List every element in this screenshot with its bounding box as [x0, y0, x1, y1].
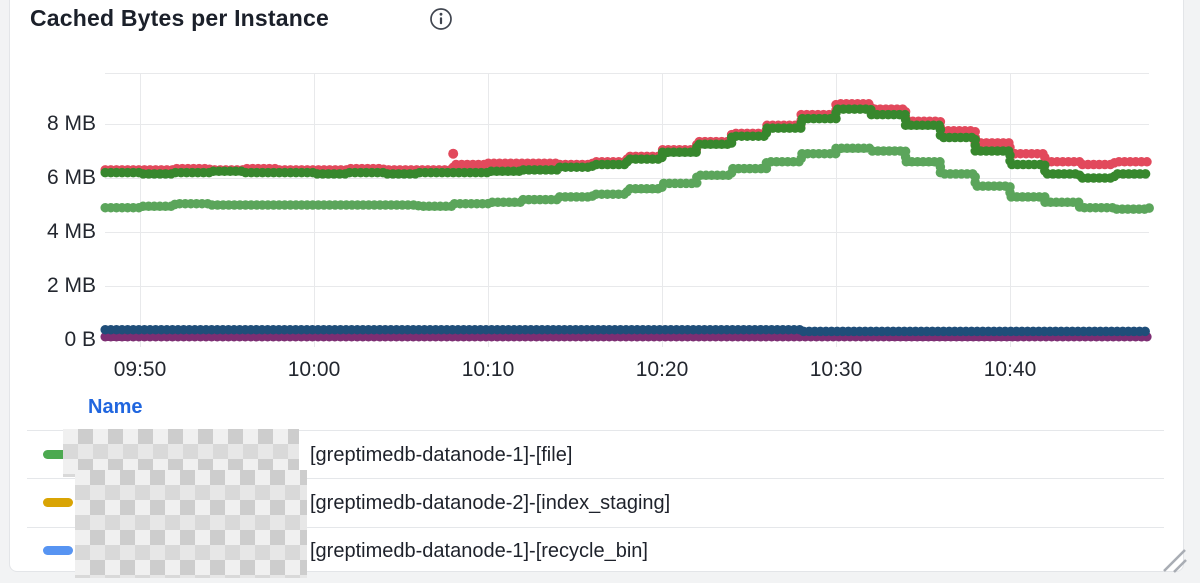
legend-series-color-swatch — [43, 498, 73, 507]
x-tick-label: 10:20 — [635, 358, 689, 381]
legend-row-divider — [27, 527, 1164, 528]
y-tick-label: 8 MB — [46, 112, 96, 135]
x-tick-label: 09:50 — [113, 358, 167, 381]
legend-column-header-name[interactable]: Name — [88, 396, 143, 418]
y-tick-label: 0 B — [64, 328, 96, 351]
panel-title: Cached Bytes per Instance — [30, 5, 330, 31]
redaction-mosaic — [63, 429, 299, 477]
legend-row-divider — [27, 478, 1164, 479]
panel-resize-handle[interactable] — [1160, 546, 1188, 579]
x-tick-label: 10:30 — [809, 358, 863, 381]
legend-series-color-swatch — [43, 546, 73, 555]
y-tick-label: 4 MB — [46, 220, 96, 243]
legend-series-name: [greptimedb-datanode-1]-[recycle_bin] — [310, 540, 648, 562]
x-tick-label: 10:00 — [287, 358, 341, 381]
x-tick-label: 10:10 — [461, 358, 515, 381]
legend-series-name: [greptimedb-datanode-2]-[index_staging] — [310, 492, 671, 514]
legend-row-divider — [27, 430, 1164, 431]
x-tick-label: 10:40 — [983, 358, 1037, 381]
legend-series-name: [greptimedb-datanode-1]-[file] — [310, 444, 573, 466]
legend-series-color-swatch — [43, 450, 73, 459]
redaction-mosaic — [75, 470, 307, 578]
y-tick-label: 6 MB — [46, 166, 96, 189]
info-icon[interactable] — [429, 7, 453, 36]
y-tick-label: 2 MB — [46, 274, 96, 297]
